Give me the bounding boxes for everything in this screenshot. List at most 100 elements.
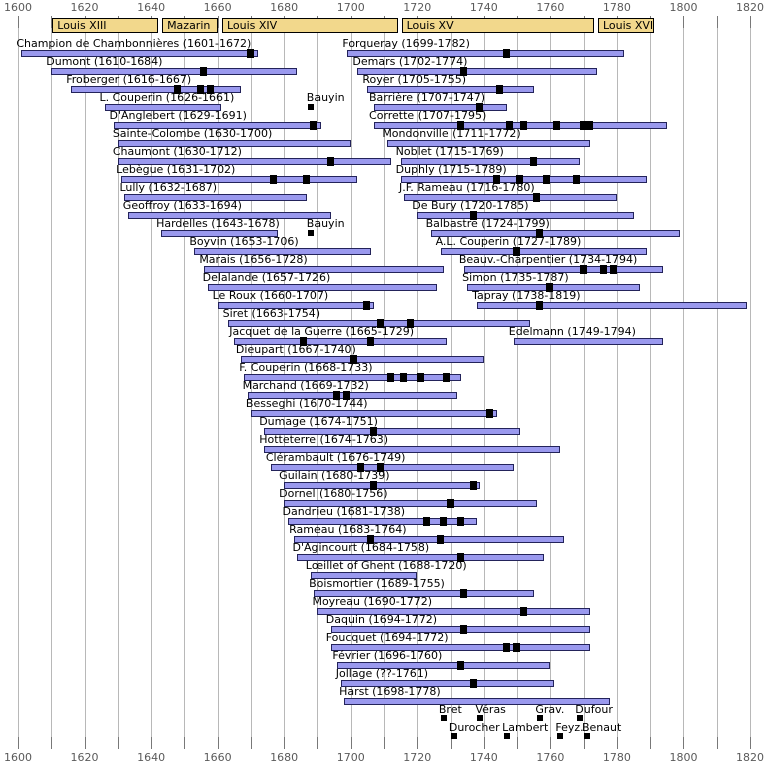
gridline — [716, 16, 718, 749]
year-label-bottom: 1780 — [602, 751, 631, 764]
axis-tick-bottom — [184, 737, 186, 749]
composer-lifespan-bar — [250, 410, 498, 417]
dated-composer-label: Durocher — [448, 721, 500, 734]
composer-label: Marchand (1669-1732) — [242, 379, 369, 392]
publication-marker — [476, 103, 484, 112]
year-label-bottom: 1720 — [403, 751, 432, 764]
publication-marker — [469, 481, 477, 490]
publication-marker — [572, 175, 580, 184]
composer-lifespan-bar — [344, 698, 611, 705]
axis-tick-bottom — [650, 737, 652, 749]
publication-marker — [246, 49, 254, 58]
composer-lifespan-bar — [71, 86, 241, 93]
composer-label: Dornel (1680-1756) — [279, 487, 388, 500]
year-label-bottom: 1820 — [736, 751, 764, 764]
composer-label: Forqueray (1699-1782) — [342, 37, 470, 50]
composer-lifespan-bar — [294, 536, 564, 543]
composer-label: Chaumont (1630-1712) — [112, 145, 242, 158]
dated-composer-marker — [577, 715, 584, 721]
publication-marker — [486, 409, 494, 418]
year-label-top: 1640 — [137, 1, 166, 14]
axis-tick-bottom — [683, 737, 685, 749]
publication-marker — [536, 301, 544, 310]
composer-label: Hardelles (1643-1678) — [156, 217, 280, 230]
publication-marker — [513, 643, 521, 652]
composer-lifespan-bar — [21, 50, 258, 57]
publication-marker — [609, 265, 617, 274]
composer-label: Edelmann (1749-1794) — [508, 325, 636, 338]
composer-lifespan-bar — [247, 392, 458, 399]
composer-label: Daquin (1694-1772) — [325, 613, 437, 626]
publication-marker — [200, 67, 208, 76]
floating-composer-marker — [307, 104, 314, 110]
publication-marker — [197, 85, 204, 94]
composer-label: Besseghi (1670-1744) — [245, 397, 368, 410]
composer-lifespan-bar — [194, 248, 371, 255]
dated-composer-label: Grav. — [535, 703, 565, 716]
axis-tick-top — [683, 16, 685, 28]
axis-tick-bottom — [284, 737, 286, 749]
publication-marker — [579, 121, 587, 130]
axis-tick-bottom — [350, 737, 352, 749]
publication-marker — [553, 121, 561, 130]
gridline — [151, 16, 153, 749]
year-label-top: 1720 — [403, 1, 432, 14]
composer-lifespan-bar — [387, 140, 591, 147]
gridline — [750, 16, 751, 749]
publication-marker — [469, 679, 477, 688]
publication-marker — [599, 265, 607, 274]
composer-lifespan-bar — [284, 500, 538, 507]
publication-marker — [546, 283, 554, 292]
axis-tick-top — [18, 16, 19, 28]
axis-tick-top — [716, 16, 718, 28]
axis-tick-bottom — [417, 737, 419, 749]
dated-composer-label: Dufour — [575, 703, 613, 716]
composer-lifespan-bar — [357, 68, 597, 75]
composer-lifespan-bar — [51, 68, 298, 75]
axis-tick-bottom — [483, 737, 485, 749]
composer-label: Rameau (1683-1764) — [289, 523, 407, 536]
publication-marker — [496, 85, 504, 94]
year-label-top: 1760 — [536, 1, 565, 14]
composer-label: L. Couperin (1626-1661) — [99, 91, 235, 104]
composer-lifespan-bar — [463, 266, 664, 273]
axis-tick-bottom — [51, 737, 53, 749]
composer-label: Foucquet (1694-1772) — [325, 631, 449, 644]
composer-lifespan-bar — [400, 158, 581, 165]
composer-lifespan-bar — [314, 590, 534, 597]
composer-label: Mondonville (1711-1772) — [382, 127, 521, 140]
gridline — [350, 16, 352, 749]
publication-marker — [370, 481, 378, 490]
composer-label: D'Agincourt (1684-1758) — [292, 541, 430, 554]
composer-label: Royer (1705-1755) — [362, 73, 467, 86]
composer-lifespan-bar — [264, 446, 561, 453]
reign-bar-louis-xiv: Louis XIV — [221, 18, 398, 33]
publication-marker — [469, 211, 477, 220]
composer-label: Lœillet of Ghent (1688-1720) — [305, 559, 467, 572]
dated-composer-label: Feyz. — [555, 721, 584, 734]
publication-marker — [376, 463, 384, 472]
composer-label: Dumont (1610-1684) — [46, 55, 163, 68]
axis-tick-bottom — [250, 737, 252, 749]
composer-label: Balbastre (1724-1799) — [425, 217, 550, 230]
composer-label: Demars (1702-1774) — [352, 55, 468, 68]
publication-marker — [436, 535, 444, 544]
publication-marker — [459, 67, 467, 76]
publication-marker — [350, 355, 358, 364]
axis-tick-bottom — [517, 737, 519, 749]
dated-composer-marker — [477, 715, 484, 721]
composer-lifespan-bar — [204, 266, 444, 273]
publication-marker — [310, 121, 318, 130]
year-label-top: 1820 — [736, 1, 764, 14]
composer-lifespan-bar — [121, 176, 358, 183]
composer-lifespan-bar — [217, 302, 374, 309]
axis-tick-bottom — [217, 737, 219, 749]
composer-lifespan-bar — [117, 158, 391, 165]
publication-marker — [343, 391, 351, 400]
reign-bar-mazarin: Mazarin — [162, 18, 218, 33]
year-label-top: 1700 — [336, 1, 365, 14]
dated-composer-marker — [583, 733, 590, 739]
composer-lifespan-bar — [330, 644, 591, 651]
composer-label: Delalande (1657-1726) — [202, 271, 331, 284]
composer-label: Guilain (1680-1739) — [279, 469, 390, 482]
